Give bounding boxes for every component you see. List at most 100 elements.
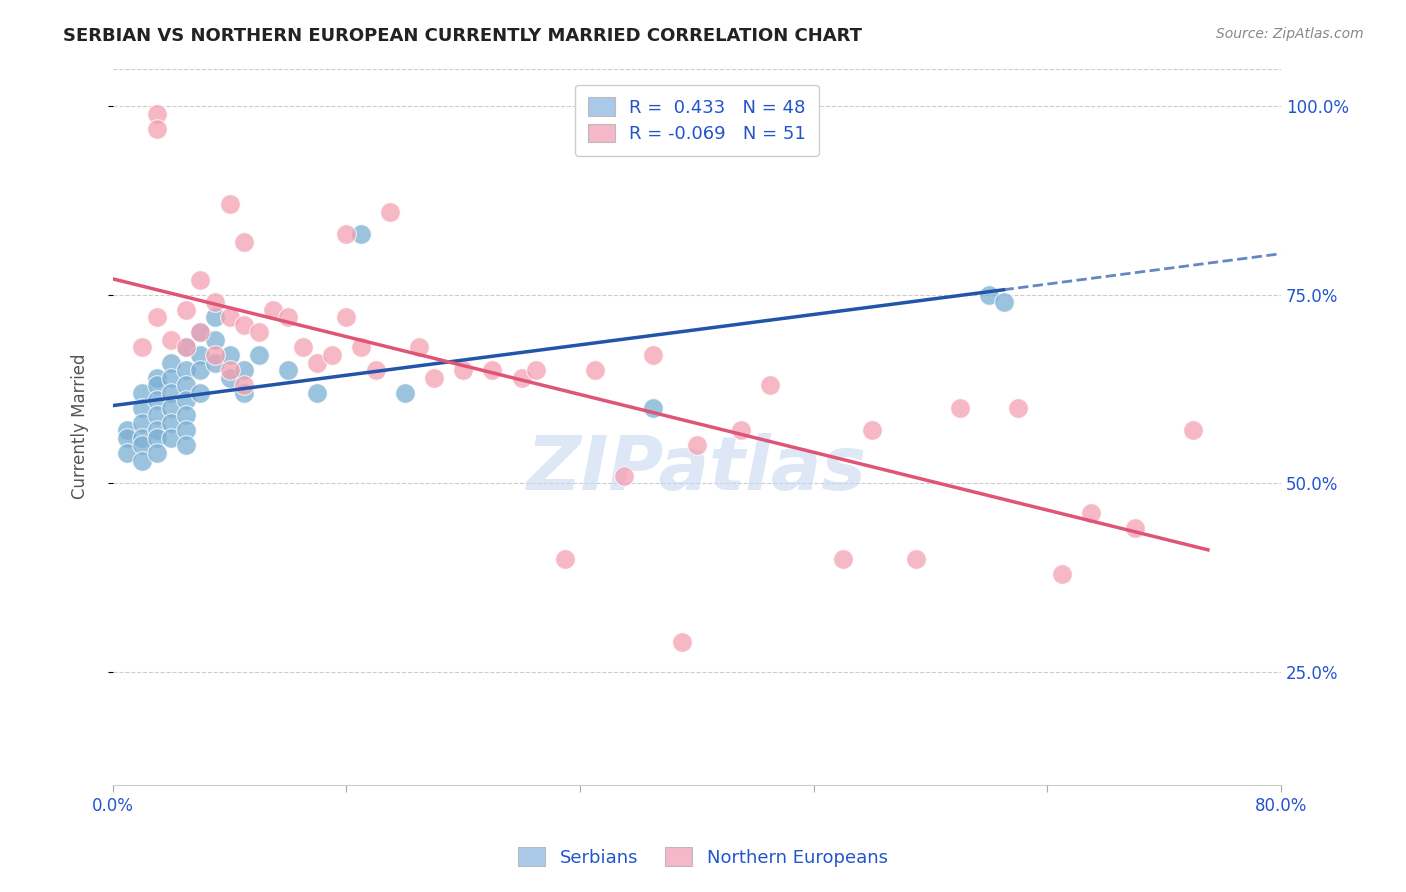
Point xyxy=(160,370,183,384)
Point xyxy=(204,348,226,362)
Point xyxy=(307,355,329,369)
Point xyxy=(174,438,197,452)
Point xyxy=(218,197,240,211)
Point xyxy=(583,363,606,377)
Point xyxy=(117,431,139,445)
Text: SERBIAN VS NORTHERN EUROPEAN CURRENTLY MARRIED CORRELATION CHART: SERBIAN VS NORTHERN EUROPEAN CURRENTLY M… xyxy=(63,27,862,45)
Point xyxy=(481,363,503,377)
Point xyxy=(335,227,357,242)
Point xyxy=(190,385,212,400)
Point xyxy=(117,424,139,438)
Point xyxy=(394,385,416,400)
Point xyxy=(145,378,167,392)
Point xyxy=(174,393,197,408)
Point xyxy=(131,416,153,430)
Point xyxy=(204,310,226,325)
Point xyxy=(190,326,212,340)
Point xyxy=(291,341,314,355)
Point xyxy=(423,370,446,384)
Point xyxy=(174,341,197,355)
Point xyxy=(204,295,226,310)
Point xyxy=(949,401,972,415)
Point xyxy=(145,409,167,423)
Point xyxy=(160,416,183,430)
Point xyxy=(1182,424,1205,438)
Point xyxy=(131,385,153,400)
Point xyxy=(233,363,256,377)
Point xyxy=(860,424,883,438)
Point xyxy=(408,341,430,355)
Point xyxy=(977,287,1000,301)
Point xyxy=(160,431,183,445)
Point xyxy=(262,302,284,317)
Legend: Serbians, Northern Europeans: Serbians, Northern Europeans xyxy=(510,840,896,874)
Point xyxy=(671,634,693,648)
Point xyxy=(247,348,270,362)
Point xyxy=(1080,506,1102,520)
Point xyxy=(218,370,240,384)
Point xyxy=(1050,566,1073,581)
Point xyxy=(145,310,167,325)
Point xyxy=(233,385,256,400)
Point xyxy=(131,431,153,445)
Point xyxy=(218,363,240,377)
Text: ZIPatlas: ZIPatlas xyxy=(527,434,868,506)
Point xyxy=(190,363,212,377)
Point xyxy=(145,121,167,136)
Legend: R =  0.433   N = 48, R = -0.069   N = 51: R = 0.433 N = 48, R = -0.069 N = 51 xyxy=(575,85,818,156)
Point xyxy=(174,378,197,392)
Point xyxy=(307,385,329,400)
Point xyxy=(1123,521,1146,535)
Point xyxy=(759,378,782,392)
Point xyxy=(145,107,167,121)
Point xyxy=(160,385,183,400)
Text: Source: ZipAtlas.com: Source: ZipAtlas.com xyxy=(1216,27,1364,41)
Point xyxy=(160,333,183,347)
Point xyxy=(993,295,1015,310)
Point xyxy=(904,551,927,566)
Point xyxy=(1007,401,1029,415)
Point xyxy=(174,363,197,377)
Point xyxy=(218,348,240,362)
Point xyxy=(277,363,299,377)
Point xyxy=(218,310,240,325)
Y-axis label: Currently Married: Currently Married xyxy=(72,354,89,500)
Point xyxy=(686,438,709,452)
Point xyxy=(524,363,547,377)
Point xyxy=(190,272,212,286)
Point xyxy=(174,341,197,355)
Point xyxy=(453,363,475,377)
Point xyxy=(131,341,153,355)
Point xyxy=(174,424,197,438)
Point xyxy=(233,378,256,392)
Point xyxy=(321,348,343,362)
Point xyxy=(131,438,153,452)
Point xyxy=(174,409,197,423)
Point xyxy=(160,355,183,369)
Point xyxy=(510,370,533,384)
Point xyxy=(350,227,373,242)
Point xyxy=(643,401,665,415)
Point xyxy=(145,446,167,460)
Point xyxy=(613,468,636,483)
Point xyxy=(554,551,576,566)
Point xyxy=(190,348,212,362)
Point xyxy=(131,453,153,467)
Point xyxy=(145,370,167,384)
Point xyxy=(233,318,256,332)
Point xyxy=(364,363,387,377)
Point xyxy=(190,326,212,340)
Point xyxy=(832,551,855,566)
Point xyxy=(730,424,752,438)
Point xyxy=(335,310,357,325)
Point xyxy=(131,401,153,415)
Point xyxy=(247,326,270,340)
Point xyxy=(145,393,167,408)
Point xyxy=(204,355,226,369)
Point xyxy=(145,431,167,445)
Point xyxy=(145,424,167,438)
Point xyxy=(174,302,197,317)
Point xyxy=(380,204,402,219)
Point xyxy=(204,333,226,347)
Point xyxy=(117,446,139,460)
